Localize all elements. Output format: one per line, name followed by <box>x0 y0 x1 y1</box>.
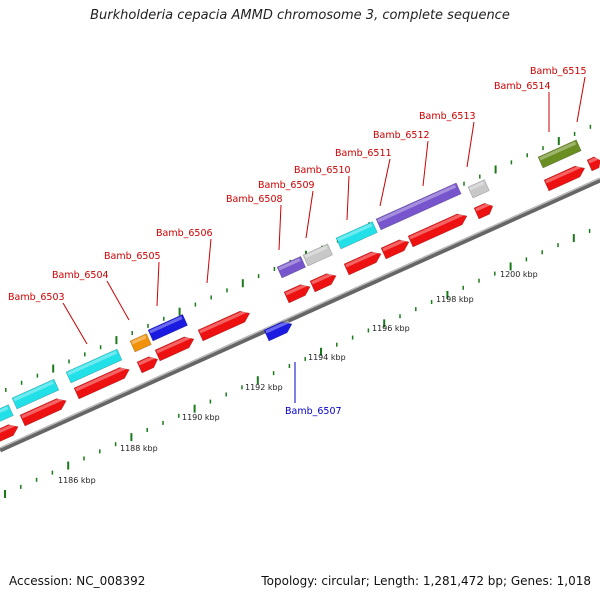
cds-arrow <box>309 272 337 293</box>
gene-block <box>276 255 307 279</box>
gene-leader-line <box>278 204 282 251</box>
gene-leader-line <box>156 261 160 307</box>
gene-block <box>65 348 123 384</box>
gene-leader-line <box>576 76 586 123</box>
gene-block <box>335 221 378 250</box>
tick-label-layer: 1186 kbp 1188 kbp 1190 kbp 1192 kbp 1194 kbp… <box>58 270 538 485</box>
gene-label[interactable]: Bamb_6512 <box>373 130 430 141</box>
scale-tick-label: 1188 kbp <box>120 444 158 453</box>
gene-leader-line <box>106 280 130 321</box>
cds-arrow <box>0 423 19 444</box>
gene-label[interactable]: Bamb_6503 <box>8 292 65 303</box>
chromosome-backbone-highlight <box>0 177 600 449</box>
cds-arrow <box>73 365 130 400</box>
scale-tick-label: 1192 kbp <box>245 383 283 392</box>
genome-summary-text: Topology: circular; Length: 1,281,472 bp… <box>261 574 591 588</box>
gene-label[interactable]: Bamb_6510 <box>294 165 351 176</box>
scale-tick-label: 1186 kbp <box>58 476 96 485</box>
gene-leader-line <box>346 175 350 221</box>
chromosome-backbone <box>0 177 600 453</box>
cds-arrow <box>343 250 382 276</box>
upper-tick-row <box>5 124 592 392</box>
gene-block <box>467 179 490 199</box>
gene-label[interactable]: Bamb_6507 <box>285 406 342 417</box>
gene-block <box>147 314 188 342</box>
cds-arrow <box>473 202 494 220</box>
gene-block <box>537 139 582 169</box>
cds-arrow <box>154 335 195 362</box>
gene-leader-line <box>305 190 314 239</box>
feature-layer <box>0 139 600 444</box>
gene-leader-line <box>62 302 88 345</box>
cds-arrow <box>407 212 468 248</box>
gene-leader-line <box>206 238 212 284</box>
cds-arrow <box>543 164 586 192</box>
scale-tick-label: 1190 kbp <box>182 413 220 422</box>
page-title: Burkholderia cepacia AMMD chromosome 3, … <box>90 8 510 23</box>
gene-label[interactable]: Bamb_6515 <box>530 66 587 77</box>
scale-tick-label: 1194 kbp <box>308 353 346 362</box>
gene-label[interactable]: Bamb_6508 <box>226 194 283 205</box>
lower-tick-row <box>4 228 591 498</box>
gene-block <box>302 243 333 267</box>
gene-label-layer: Bamb_6503 Bamb_6504 Bamb_6505 Bamb_6506 Bamb… <box>8 66 587 417</box>
gene-block <box>11 378 60 410</box>
gene-label[interactable]: Bamb_6513 <box>419 111 476 122</box>
scale-tick-label: 1196 kbp <box>372 324 410 333</box>
cds-arrow <box>586 156 600 172</box>
gene-block <box>0 404 14 424</box>
scale-tick-label: 1200 kbp <box>500 270 538 279</box>
gene-label[interactable]: Bamb_6514 <box>494 81 551 92</box>
gene-label[interactable]: Bamb_6506 <box>156 228 213 239</box>
cds-arrow <box>283 283 311 304</box>
cds-arrow-reverse <box>263 320 293 342</box>
accession-text: Accession: NC_008392 <box>9 574 146 588</box>
gene-label[interactable]: Bamb_6505 <box>104 251 161 262</box>
gene-leader-line <box>379 158 391 207</box>
gene-label[interactable]: Bamb_6504 <box>52 270 109 281</box>
gene-leader-line <box>466 121 475 168</box>
gene-block <box>375 182 462 231</box>
cds-arrow <box>19 397 67 427</box>
cds-arrow <box>380 238 410 260</box>
scale-tick-label: 1198 kbp <box>436 295 474 304</box>
gene-leader-line <box>422 140 429 187</box>
gene-label[interactable]: Bamb_6509 <box>258 180 315 191</box>
gene-label[interactable]: Bamb_6511 <box>335 148 392 159</box>
cds-arrow <box>197 309 251 342</box>
cds-arrow <box>136 355 159 374</box>
gene-block <box>129 333 152 353</box>
